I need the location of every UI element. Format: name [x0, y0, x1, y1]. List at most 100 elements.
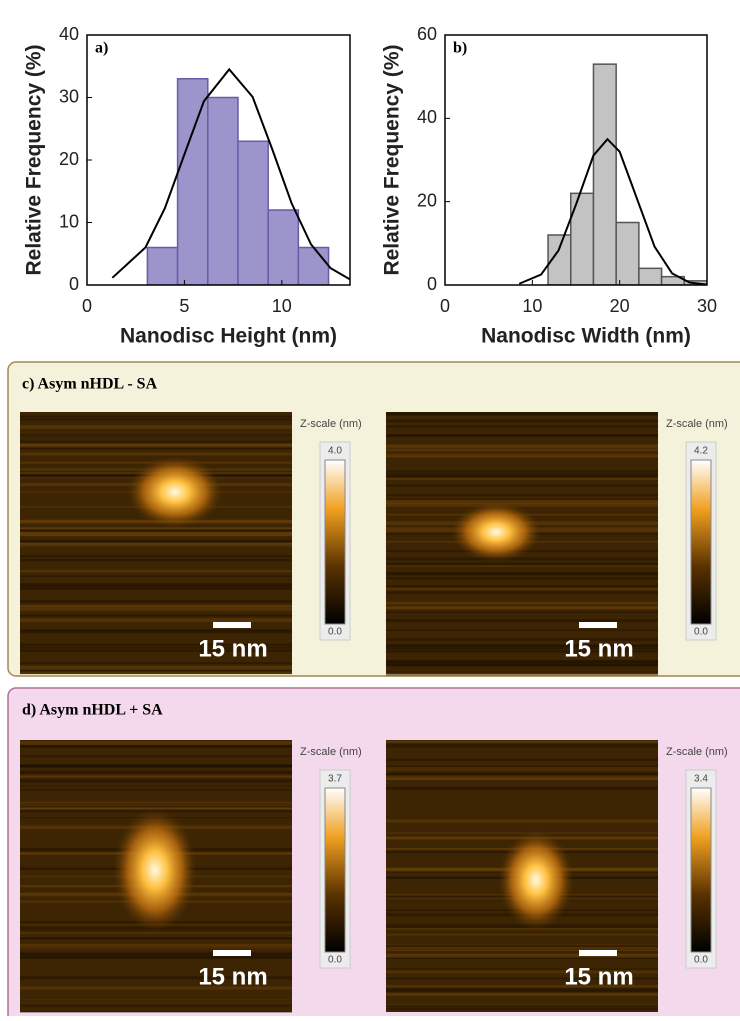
afm-streak: [20, 806, 292, 807]
afm-streak: [20, 452, 292, 455]
bar: [147, 248, 177, 286]
scale-bar: [213, 950, 251, 956]
z-scale-title: Z-scale (nm): [300, 746, 362, 758]
afm-streak: [386, 493, 658, 496]
figure: 0102030400510Nanodisc Height (nm)Relativ…: [0, 0, 740, 1016]
afm-streak: [386, 449, 658, 451]
scale-bar: [213, 622, 251, 628]
y-tick-label: 20: [59, 149, 79, 169]
afm-streak: [20, 755, 292, 757]
afm-streak: [386, 565, 658, 566]
afm-streak: [386, 767, 658, 770]
z-scale-title: Z-scale (nm): [666, 418, 728, 430]
afm-streak: [386, 484, 658, 486]
afm-streak: [386, 759, 658, 761]
z-scale-max: 3.7: [328, 774, 342, 785]
afm-streak: [20, 585, 292, 589]
scale-bar-label: 15 nm: [564, 963, 633, 990]
afm-streak: [20, 441, 292, 443]
x-tick-label: 20: [610, 296, 630, 316]
z-scale-min: 0.0: [328, 955, 342, 966]
z-scale-bar: [325, 788, 345, 952]
afm-particle: [498, 830, 574, 930]
afm-streak: [386, 557, 658, 560]
afm-streak: [20, 786, 292, 788]
afm-streak: [386, 787, 658, 789]
y-tick-label: 40: [59, 24, 79, 44]
afm-streak: [386, 744, 658, 747]
afm-streak: [20, 600, 292, 603]
afm-streak: [386, 561, 658, 565]
y-axis-label: Relative Frequency (%): [381, 44, 404, 275]
y-tick-label: 10: [59, 211, 79, 231]
afm-streak: [20, 543, 292, 547]
afm-streak: [386, 1008, 658, 1010]
scale-bar: [579, 950, 617, 956]
afm-streak: [386, 607, 658, 610]
afm-streak: [386, 444, 658, 446]
afm-streak: [20, 570, 292, 572]
afm-streak: [20, 532, 292, 536]
afm-streak: [386, 602, 658, 605]
afm-streak: [20, 583, 292, 584]
y-tick-label: 30: [59, 86, 79, 106]
bar: [208, 98, 238, 286]
z-scale-max: 4.0: [328, 446, 342, 457]
afm-streak: [20, 771, 292, 773]
afm-streak: [386, 958, 658, 959]
afm-streak: [20, 780, 292, 782]
afm-streak: [386, 741, 658, 743]
z-scale-title: Z-scale (nm): [666, 746, 728, 758]
z-scale-bar: [691, 460, 711, 624]
afm-streak: [20, 618, 292, 622]
afm-streak: [386, 619, 658, 622]
afm-streak: [20, 802, 292, 805]
bar: [298, 248, 328, 286]
z-scale-min: 0.0: [328, 627, 342, 638]
afm-streak: [386, 585, 658, 587]
afm-streak: [386, 573, 658, 576]
afm-streak: [386, 610, 658, 614]
y-tick-label: 40: [417, 107, 437, 127]
x-axis-label: Nanodisc Height (nm): [120, 325, 337, 348]
afm-streak: [20, 937, 292, 939]
z-scale-max: 3.4: [694, 774, 708, 785]
afm-streak: [20, 741, 292, 745]
y-axis-label: Relative Frequency (%): [23, 44, 46, 275]
bar: [238, 141, 268, 285]
afm-streak: [386, 673, 658, 677]
afm-streak: [20, 1012, 292, 1013]
scale-bar-label: 15 nm: [198, 963, 267, 990]
scale-bar: [579, 622, 617, 628]
afm-streak: [386, 990, 658, 992]
z-scale-title: Z-scale (nm): [300, 418, 362, 430]
afm-streak: [386, 470, 658, 472]
afm-streak: [386, 476, 658, 477]
panel-title: d) Asym nHDL + SA: [22, 702, 163, 719]
afm-streak: [386, 413, 658, 416]
afm-streak: [20, 998, 292, 999]
afm-streak: [386, 499, 658, 500]
afm-streak: [20, 954, 292, 958]
afm-streak: [20, 555, 292, 557]
z-scale-bar: [691, 788, 711, 952]
afm-streak: [20, 606, 292, 608]
afm-streak: [386, 1005, 658, 1007]
afm-streak: [386, 820, 658, 823]
afm-streak: [20, 434, 292, 435]
x-tick-label: 0: [440, 296, 450, 316]
afm-streak: [386, 954, 658, 956]
scale-bar-label: 15 nm: [198, 635, 267, 662]
afm-streak: [20, 541, 292, 542]
afm-streak: [20, 745, 292, 747]
scale-bar-label: 15 nm: [564, 635, 633, 662]
afm-streak: [386, 778, 658, 780]
x-tick-label: 5: [179, 296, 189, 316]
afm-streak: [386, 420, 658, 423]
afm-streak: [20, 666, 292, 670]
z-scale-min: 0.0: [694, 627, 708, 638]
panel-label: b): [453, 40, 467, 57]
x-tick-label: 10: [522, 296, 542, 316]
afm-streak: [20, 414, 292, 417]
afm-streak: [20, 765, 292, 767]
